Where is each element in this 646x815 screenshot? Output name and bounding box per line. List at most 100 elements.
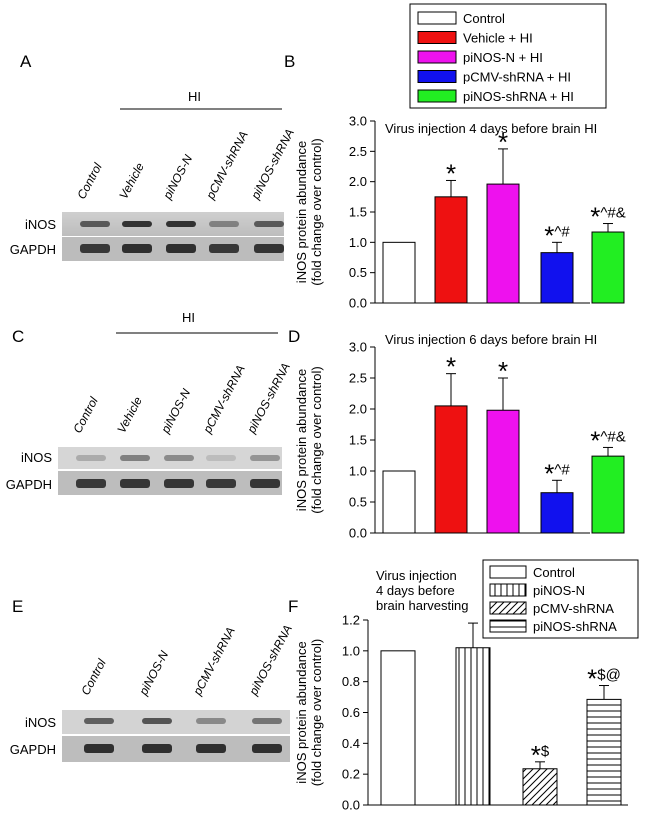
blot-c-lane-label-vehicle: Vehicle	[114, 394, 145, 435]
chart-b-significance-pinos-shrna-hi: *^#&	[590, 202, 626, 232]
blot-a-gapdh-band	[122, 244, 152, 253]
panel-label-d: D	[288, 327, 300, 346]
chart-b-tick-label: 2.0	[349, 174, 367, 189]
chart-b-title: Virus injection 4 days before brain HI	[385, 121, 597, 136]
chart-b: 0.0 0.5 1.0 1.5 2.0 2.5 3.0 iNOS protein abunda…	[294, 114, 626, 311]
chart-b-tick-label: 3.0	[349, 114, 367, 129]
western-blot-e: Control piNOS-N pCMV-shRNA piNOS-shRNA iNOS…	[10, 623, 295, 762]
blot-e-inos-band	[84, 718, 114, 724]
blot-a-lane-label-pcmv-shrna: pCMV-shRNA	[203, 129, 251, 203]
blot-e-inos-label: iNOS	[25, 715, 56, 730]
chart-f-significance-pinos-shrna: *$@	[587, 664, 621, 694]
chart-f-tick-label: 0.2	[342, 767, 360, 782]
chart-b-significance-pinos-n-hi: *	[498, 127, 508, 157]
chart-f-ylabel-line1: iNOS protein abundance	[294, 641, 309, 783]
chart-f-title-line: Virus injection	[376, 568, 457, 583]
blot-a-gapdh-band	[80, 244, 110, 253]
chart-d-significance-pcmv-shrna-hi: *^#	[544, 458, 570, 488]
chart-f-bar-pinos-n	[455, 647, 491, 806]
blot-e-gapdh-label: GAPDH	[10, 742, 56, 757]
blot-c-inos-strip	[58, 447, 282, 469]
chart-d-tick-label: 2.0	[349, 402, 367, 417]
legend-f-label-pinos-shrna: piNOS-shRNA	[533, 619, 617, 634]
chart-f: 0.0 0.2 0.4 0.6 0.8 1.0 1.2 iNOS protein abunda…	[294, 568, 628, 813]
chart-d: 0.0 0.5 1.0 1.5 2.0 2.5 3.0 iNOS protein abunda…	[294, 332, 626, 541]
hi-label-a: HI	[188, 89, 201, 104]
blot-c-gapdh-band	[76, 479, 106, 488]
panel-label-b: B	[284, 52, 295, 71]
chart-f-title-line: brain harvesting	[376, 598, 469, 613]
chart-f-bar-control	[380, 650, 416, 806]
chart-d-bar-pcmv-shrna-hi	[540, 492, 574, 534]
legend-f-label-control: Control	[533, 565, 575, 580]
legend-f-label-pinos-n: piNOS-N	[533, 583, 585, 598]
blot-a-inos-band	[209, 221, 239, 227]
chart-f-ylabel-line2: (fold change over control)	[309, 639, 324, 786]
panel-label-f: F	[288, 597, 298, 616]
blot-e-lane-label-control: Control	[78, 656, 109, 697]
chart-b-bar-control	[382, 241, 416, 304]
blot-c-inos-label: iNOS	[21, 450, 52, 465]
blot-e-gapdh-band	[196, 744, 226, 753]
chart-d-tick-label: 0.0	[349, 526, 367, 541]
blot-a-gapdh-label: GAPDH	[10, 242, 56, 257]
blot-c-inos-band	[76, 455, 106, 461]
blot-a-inos-label: iNOS	[25, 217, 56, 232]
chart-b-tick-label: 1.0	[349, 235, 367, 250]
western-blot-c: HI Control Vehicle piNOS-N pCMV-shRNApiNOS-…	[6, 310, 293, 495]
blot-c-gapdh-band	[206, 479, 236, 488]
blot-a-inos-band	[122, 221, 152, 227]
blot-c-gapdh-band	[164, 479, 194, 488]
blot-c-inos-band	[250, 455, 280, 461]
blot-c-inos-band	[164, 455, 194, 461]
chart-d-ylabel-line1: iNOS protein abundance	[294, 369, 309, 511]
blot-a-lane-label-vehicle: Vehicle	[116, 160, 147, 201]
legend-f-swatch-pinos-n	[489, 583, 527, 597]
legend-label-pinos-shrna-hi: piNOS-shRNA + HI	[463, 89, 574, 104]
blot-c-lane-label-pinos-n: piNOS-N	[158, 386, 194, 436]
chart-d-title: Virus injection 6 days before brain HI	[385, 332, 597, 347]
chart-d-bar-vehicle-hi	[434, 405, 468, 534]
legend-swatch-pinos-n-hi	[417, 50, 457, 64]
blot-c-lane-label-control: Control	[70, 394, 101, 435]
blot-e-lane-label-pinos-n: piNOS-N	[136, 648, 172, 698]
legend-swatch-pinos-shrna-hi	[417, 89, 457, 103]
blot-c-lane-label-pcmv-shrna: pCMV-shRNA	[200, 363, 248, 437]
chart-d-tick-label: 1.0	[349, 464, 367, 479]
chart-d-bar-pinos-n-hi	[486, 409, 520, 534]
chart-d-significance-pinos-shrna-hi: *^#&	[590, 425, 626, 455]
legend-f-swatch-control	[489, 565, 527, 579]
chart-f-significance-pcmv-shrna: *$	[531, 740, 550, 770]
blot-c-inos-band	[120, 455, 150, 461]
blot-a-gapdh-band	[254, 244, 284, 253]
chart-f-tick-label: 0.6	[342, 705, 360, 720]
chart-b-significance-vehicle-hi: *	[446, 158, 456, 188]
hi-label-c: HI	[182, 310, 195, 325]
blot-e-gapdh-band	[142, 744, 172, 753]
chart-d-tick-label: 1.5	[349, 433, 367, 448]
blot-e-inos-band	[196, 718, 226, 724]
chart-f-title-line: 4 days before	[376, 583, 455, 598]
blot-a-lane-label-control: Control	[74, 160, 105, 201]
legend-swatch-vehicle-hi	[417, 31, 457, 44]
chart-d-tick-label: 0.5	[349, 495, 367, 510]
blot-c-gapdh-label: GAPDH	[6, 477, 52, 492]
legend-label-pcmv-shrna-hi: pCMV-shRNA + HI	[463, 70, 571, 85]
chart-d-tick-label: 3.0	[349, 340, 367, 355]
blot-a-lane-label-pinos-n: piNOS-N	[160, 152, 196, 202]
legend-label-vehicle-hi: Vehicle + HI	[463, 31, 533, 46]
blot-e-lane-label-pcmv-shrna: pCMV-shRNA	[190, 625, 238, 699]
blot-e-lane-label-pinos-shrna: piNOS-shRNA	[246, 623, 295, 699]
chart-b-tick-label: 0.5	[349, 265, 367, 280]
blot-e-inos-band	[252, 718, 282, 724]
blot-a-inos-band	[254, 221, 284, 227]
panel-label-a: A	[20, 52, 32, 71]
legend-f-swatch-pcmv-shrna	[489, 601, 527, 615]
chart-d-significance-vehicle-hi: *	[446, 352, 456, 382]
chart-b-bar-pinos-n-hi	[486, 183, 520, 304]
legend-top: Control Vehicle + HI piNOS-N + HI pCMV-shRN…	[409, 3, 607, 109]
blot-a-gapdh-band	[166, 244, 196, 253]
legend-f-swatch-pinos-shrna	[489, 619, 527, 633]
blot-e-gapdh-band	[252, 744, 282, 753]
